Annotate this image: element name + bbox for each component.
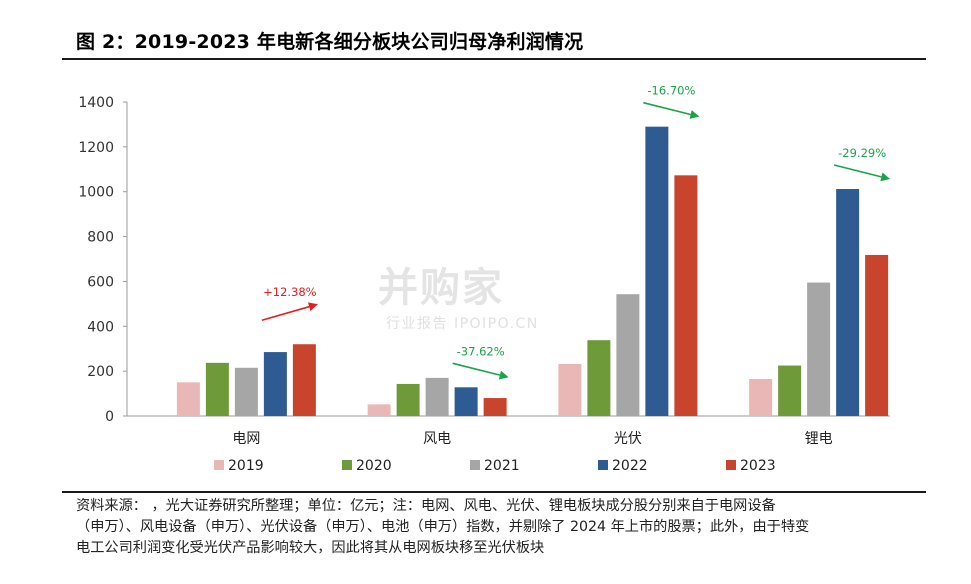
bar — [616, 294, 640, 416]
bar — [865, 254, 889, 416]
legend-label: 2023 — [740, 458, 776, 474]
bar — [778, 365, 802, 416]
legend-swatch — [726, 460, 736, 470]
bar — [807, 282, 831, 416]
x-tick-label: 光伏 — [614, 431, 642, 447]
change-arrow-head — [498, 370, 509, 380]
x-tick-label: 锂电 — [805, 431, 833, 447]
legend-label: 2019 — [228, 458, 264, 474]
bar — [292, 344, 316, 416]
source-note: 资料来源： ，光大证券研究所整理；单位：亿元；注：电网、风电、光伏、锂电板块成分… — [76, 496, 926, 559]
note-line: 资料来源： ，光大证券研究所整理；单位：亿元；注：电网、风电、光伏、锂电板块成分… — [76, 498, 776, 514]
bar — [367, 404, 391, 416]
legend-swatch — [470, 460, 480, 470]
change-annotation: -29.29% — [838, 146, 886, 160]
y-tick-label: 0 — [105, 409, 114, 425]
change-annotation: +12.38% — [263, 285, 317, 299]
bar — [263, 352, 287, 416]
x-tick-label: 风电 — [423, 431, 451, 447]
legend-swatch — [598, 460, 608, 470]
bar — [587, 340, 611, 416]
legend-label: 2020 — [356, 458, 392, 474]
y-tick-label: 800 — [87, 230, 114, 246]
chart-title: 图 2：2019-2023 年电新各细分板块公司归母净利润情况 — [76, 31, 584, 53]
bar — [645, 126, 669, 417]
y-tick-label: 200 — [87, 364, 114, 380]
change-arrow — [833, 164, 882, 178]
bar — [674, 175, 698, 416]
note-rule — [62, 491, 926, 493]
bar — [176, 382, 200, 416]
bar — [454, 387, 478, 416]
legend-label: 2021 — [484, 458, 520, 474]
change-arrow-head — [880, 172, 891, 182]
x-tick-label: 电网 — [232, 431, 260, 447]
bar — [558, 363, 582, 416]
legend-swatch — [342, 460, 352, 470]
change-annotation: -16.70% — [647, 84, 695, 98]
note-line: 电工公司利润变化受光伏产品影响较大，因此将其从电网板块移至光伏板块 — [76, 540, 545, 556]
note-line: （申万）、风电设备（申万）、光伏设备（申万）、电池（申万）指数，并剔除了 202… — [76, 519, 810, 535]
legend-swatch — [214, 460, 224, 470]
bar — [836, 189, 860, 416]
y-tick-label: 600 — [87, 274, 114, 290]
change-arrow — [261, 305, 310, 321]
bar — [749, 378, 773, 416]
change-arrow — [643, 101, 691, 116]
y-tick-label: 1200 — [78, 140, 114, 156]
change-arrow-head — [689, 110, 700, 119]
y-tick-label: 1000 — [78, 185, 114, 201]
bar — [234, 367, 258, 416]
bar — [396, 383, 420, 416]
bar — [425, 377, 449, 416]
legend-label: 2022 — [612, 458, 648, 474]
change-arrow — [452, 362, 501, 376]
bar — [483, 398, 507, 416]
change-annotation: -37.62% — [457, 344, 505, 358]
bar — [205, 362, 229, 416]
y-tick-label: 400 — [87, 319, 114, 335]
y-tick-label: 1400 — [78, 95, 114, 111]
title-rule — [62, 58, 926, 60]
bar-chart: 0 200 400 600 800 1000 1200 1400 电网 +12.38% 风电 -37.… — [78, 84, 891, 474]
change-arrow-head — [307, 302, 318, 312]
